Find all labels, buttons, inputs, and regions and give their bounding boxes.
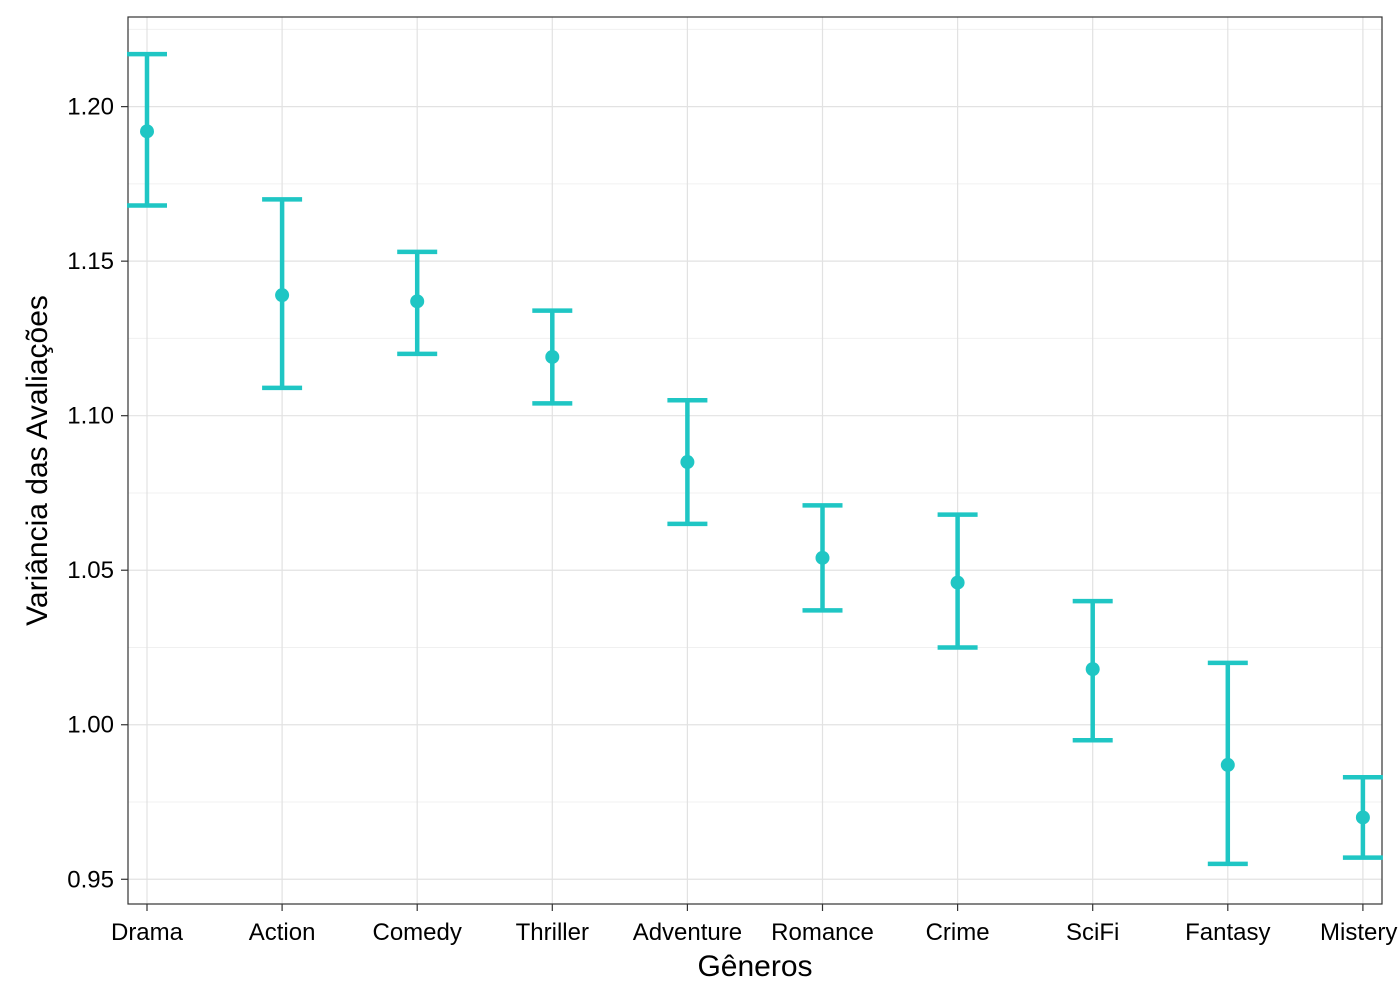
x-tick-label: Fantasy [1185, 919, 1270, 946]
y-tick-label: 1.10 [67, 403, 114, 430]
data-point [1085, 662, 1100, 677]
data-point [680, 455, 695, 470]
data-point [1220, 757, 1235, 772]
data-point [1355, 810, 1370, 825]
y-tick-label: 1.05 [67, 557, 114, 584]
y-axis: 0.95 1.00 1.05 1.10 1.15 1.20 [67, 94, 128, 893]
x-tick-label: Adventure [633, 919, 742, 946]
data-point [545, 349, 560, 364]
minor-gridlines [128, 28, 1382, 803]
x-tick-label: Thriller [516, 919, 589, 946]
data-point [410, 294, 425, 309]
points [140, 124, 1370, 825]
y-tick-label: 1.00 [67, 712, 114, 739]
x-tick-label: SciFi [1066, 919, 1119, 946]
x-axis: Drama Action Comedy Thriller Adventure Romanc… [111, 904, 1397, 946]
x-tick-label: Action [249, 919, 316, 946]
y-tick-label: 1.20 [67, 94, 114, 121]
x-axis-title: Gêneros [697, 950, 812, 983]
panel-border [127, 16, 1383, 905]
x-tick-label: Drama [111, 919, 184, 946]
data-point [275, 288, 290, 303]
x-tick-label: Comedy [373, 919, 462, 946]
error-bars [127, 51, 1383, 867]
data-point [140, 124, 154, 139]
y-tick-label: 0.95 [67, 866, 114, 893]
x-tick-label: Crime [926, 919, 990, 946]
y-tick-label: 1.15 [67, 248, 114, 275]
data-point [950, 575, 965, 590]
major-gridlines [128, 17, 1382, 904]
data-point [815, 550, 830, 565]
x-tick-label: Mistery [1320, 919, 1397, 946]
y-axis-title: Variância das Avaliações [21, 295, 54, 626]
x-tick-label: Romance [771, 919, 874, 946]
